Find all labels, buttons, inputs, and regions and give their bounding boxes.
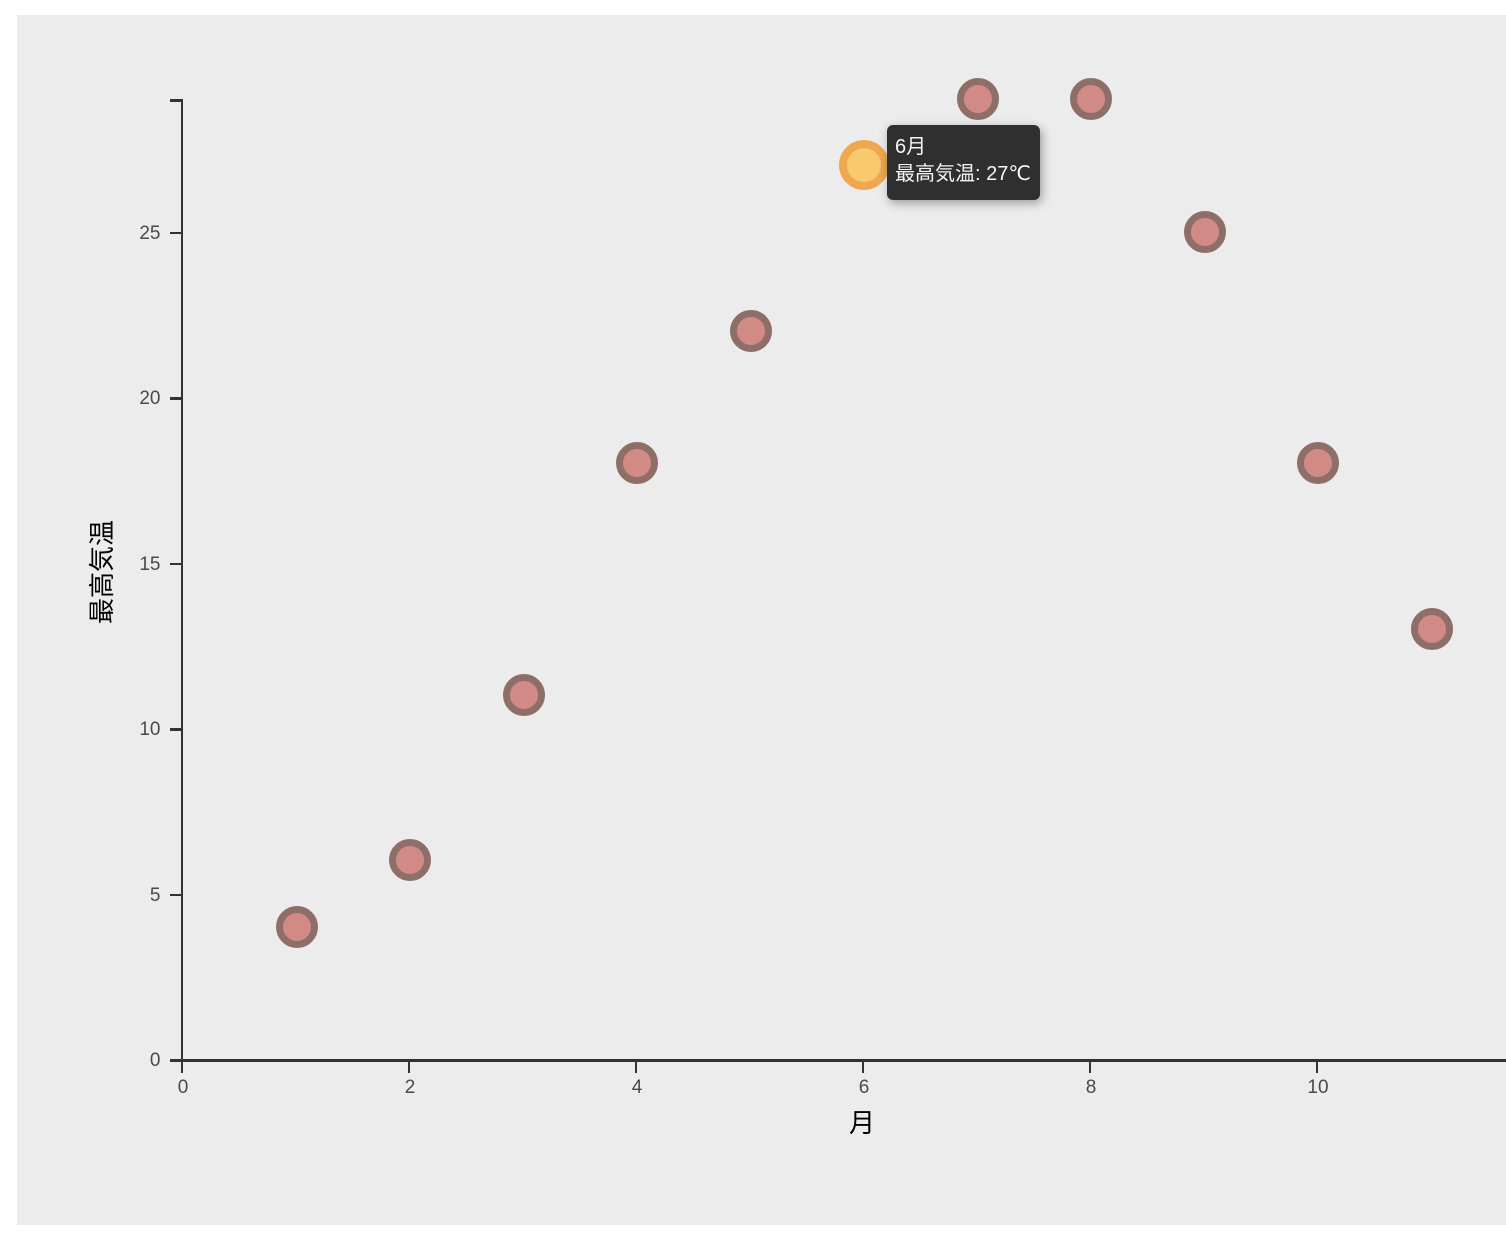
x-axis-tick [180,1061,183,1073]
x-axis-tick [1315,1061,1318,1073]
tooltip-title: 6月 [895,136,927,158]
y-axis-tick-label: 25 [139,222,161,244]
y-axis-tick-label: 15 [139,553,161,575]
x-axis-tick [1088,1061,1091,1073]
y-axis-tick-label: 0 [149,1050,161,1071]
x-axis-tick-label: 10 [1307,1077,1329,1098]
y-axis-tick-label: 5 [149,884,161,906]
data-point[interactable] [1183,210,1226,253]
data-point[interactable] [1410,607,1453,650]
x-axis-tick-label: 2 [404,1077,416,1098]
y-axis-tick [169,231,181,234]
x-axis-tick-label: 8 [1085,1077,1097,1098]
y-axis-tick-label: 20 [139,388,161,409]
data-point[interactable] [1070,78,1112,121]
data-point[interactable] [956,78,999,121]
tooltip: 6月 最高気温: 27℃ [887,125,1040,200]
plot-area-background [17,15,1506,1225]
y-axis-tick [169,1059,181,1062]
x-axis-tick-label: 4 [631,1077,643,1098]
data-point[interactable] [275,905,318,948]
data-point[interactable] [389,839,431,882]
x-axis-title: 月 [848,1108,875,1138]
x-axis-tick [861,1061,864,1073]
x-axis-tick-label: 0 [177,1077,189,1098]
y-axis-tick-label: 10 [139,719,161,740]
y-axis-tick [169,397,181,400]
data-point[interactable] [616,442,658,485]
y-axis-tick [169,728,181,731]
x-axis-tick [407,1061,410,1073]
data-point[interactable] [502,673,545,716]
x-axis-tick [634,1061,637,1073]
y-axis-tick [169,562,181,565]
data-point[interactable] [729,309,772,352]
data-point-highlighted[interactable] [839,140,889,191]
y-axis-end-cap [169,99,181,102]
data-point[interactable] [1297,442,1339,485]
y-axis-line [180,99,183,1062]
x-axis-line [180,1059,1506,1062]
tooltip-value: 最高気温: 27℃ [895,163,1031,185]
y-axis-tick [169,893,181,896]
x-axis-tick-label: 6 [858,1077,870,1098]
